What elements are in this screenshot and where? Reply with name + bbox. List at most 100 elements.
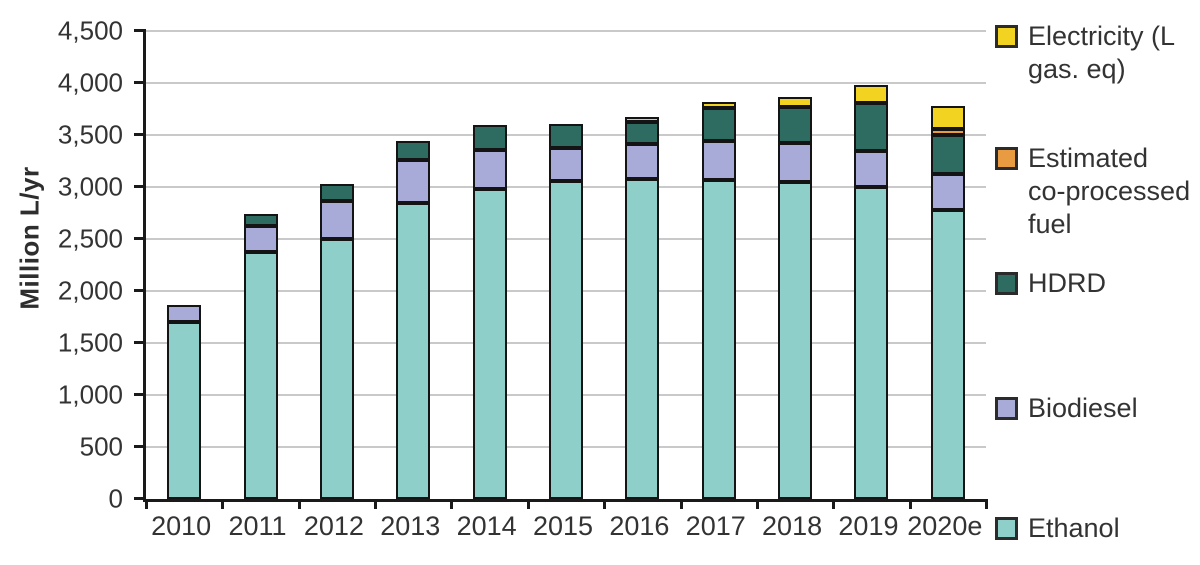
bar-2020e xyxy=(910,31,986,499)
bar-segment-biodiesel xyxy=(243,226,278,252)
x-tick-label: 2018 xyxy=(762,511,823,541)
x-tick-label: 2016 xyxy=(609,511,670,541)
bar-segment-biodiesel xyxy=(701,141,736,180)
y-tick-label: 3,000 xyxy=(57,171,123,202)
bar-segment-hdrd xyxy=(396,141,431,161)
legend-label: Ethanol xyxy=(1028,513,1120,543)
legend-swatch-icon xyxy=(995,25,1018,48)
x-tick-label: 2017 xyxy=(685,511,746,541)
bar-2012 xyxy=(299,31,375,499)
x-tick-label: 2015 xyxy=(532,511,594,541)
legend-entry-estimated: Estimated co-processed fuel xyxy=(995,142,1190,241)
bar-segment-biodiesel xyxy=(778,143,813,182)
bar-segment-ethanol xyxy=(854,187,889,499)
x-tick-mark xyxy=(756,499,759,509)
y-tick-mark xyxy=(134,341,146,344)
bar-segment-electricity-l-gas-eq xyxy=(701,102,736,108)
legend-swatch-icon xyxy=(995,272,1018,295)
bar-segment-hdrd xyxy=(243,213,278,226)
x-tick-mark xyxy=(909,499,912,509)
legend-entry-ethanol: Ethanol xyxy=(995,512,1120,545)
bar-segment-biodiesel xyxy=(930,174,965,210)
x-tick-mark xyxy=(680,499,683,509)
x-tick-mark xyxy=(450,499,453,509)
x-tick-label: 2014 xyxy=(456,511,517,541)
x-tick-label: 2012 xyxy=(303,511,364,541)
bar-segment-hdrd xyxy=(701,107,736,142)
bar-segment-electricity-l-gas-eq xyxy=(930,105,965,130)
bar-segment-biodiesel xyxy=(548,147,583,181)
bar-2011 xyxy=(222,31,298,499)
y-tick-mark xyxy=(134,185,146,188)
bar-2018 xyxy=(757,31,833,499)
x-tick-mark xyxy=(221,499,224,509)
bar-segment-electricity-l-gas-eq xyxy=(778,96,813,107)
legend-entry-biodiesel: Biodiesel xyxy=(995,392,1138,425)
y-tick-mark xyxy=(134,237,146,240)
bar-2016 xyxy=(604,31,680,499)
chart-area: Million L/yr 0 500 1,000 1,500 2,000 2,500 3,0… xyxy=(0,16,988,551)
bar-segment-biodiesel xyxy=(319,200,354,239)
x-tick-label: 2011 xyxy=(228,511,287,541)
y-tick-label: 4,500 xyxy=(57,15,123,46)
bar-segment-electricity-l-gas-eq xyxy=(854,85,889,103)
bar-segment-estimated-co-processed-fuel xyxy=(930,129,965,136)
bar-segment-hdrd xyxy=(548,123,583,148)
bar-segment-ethanol xyxy=(778,181,813,499)
legend-label: HDRD xyxy=(1028,268,1106,298)
x-tick-mark xyxy=(374,499,377,509)
x-tick-mark xyxy=(145,499,148,509)
bar-2010 xyxy=(146,31,222,499)
bar-segment-hdrd xyxy=(472,125,507,150)
bar-segment-biodiesel xyxy=(396,160,431,203)
bar-segment-ethanol xyxy=(243,251,278,499)
plot-area xyxy=(134,29,988,509)
bar-2019 xyxy=(833,31,909,499)
y-axis-labels: 0 500 1,000 1,500 2,000 2,500 3,000 3,500 4,000 4… xyxy=(0,16,133,514)
bar-2017 xyxy=(681,31,757,499)
bar-segment-hdrd xyxy=(625,121,660,144)
legend-swatch-icon xyxy=(995,147,1018,170)
y-tick-mark xyxy=(134,133,146,136)
y-tick-label: 1,500 xyxy=(57,327,123,358)
y-tick-mark xyxy=(134,81,146,84)
bar-segment-ethanol xyxy=(167,322,202,499)
y-tick-mark xyxy=(134,29,146,32)
y-tick-label: 3,500 xyxy=(57,119,123,150)
y-tick-mark xyxy=(134,393,146,396)
bar-2015 xyxy=(528,31,604,499)
x-tick-mark xyxy=(527,499,530,509)
bar-segment-ethanol xyxy=(548,180,583,499)
gridline xyxy=(146,30,986,32)
bar-segment-ethanol xyxy=(396,202,431,499)
y-tick-label: 0 xyxy=(108,483,123,514)
bar-segment-biodiesel xyxy=(167,305,202,323)
y-tick-mark xyxy=(134,289,146,292)
bar-segment-biodiesel xyxy=(854,150,889,187)
legend-label: Biodiesel xyxy=(1028,393,1138,423)
bar-segment-electricity-l-gas-eq xyxy=(625,116,660,122)
y-tick-mark xyxy=(134,445,146,448)
bar-segment-biodiesel xyxy=(472,149,507,190)
x-tick-mark xyxy=(985,499,988,509)
legend-swatch-icon xyxy=(995,397,1018,420)
bar-segment-hdrd xyxy=(319,183,354,201)
x-tick-label: 2019 xyxy=(838,511,899,541)
y-tick-label: 1,000 xyxy=(57,379,123,410)
gridline xyxy=(146,82,986,84)
x-tick-mark xyxy=(298,499,301,509)
bar-segment-ethanol xyxy=(930,209,965,499)
bar-segment-hdrd xyxy=(930,135,965,175)
bar-2013 xyxy=(375,31,451,499)
y-tick-mark xyxy=(134,497,146,500)
bar-segment-ethanol xyxy=(472,189,507,499)
legend-label: Estimated co-processed fuel xyxy=(1028,143,1191,239)
x-axis-labels: 2010 2011 2012 2013 2014 2015 2016 2017 2018 2019… xyxy=(143,511,983,551)
legend-swatch-icon xyxy=(995,517,1018,540)
x-tick-mark xyxy=(603,499,606,509)
legend: Electricity (L gas. eq) Estimated co-proc… xyxy=(995,0,1200,565)
bar-2014 xyxy=(451,31,527,499)
y-tick-label: 4,000 xyxy=(57,67,123,98)
bar-segment-hdrd xyxy=(854,102,889,151)
